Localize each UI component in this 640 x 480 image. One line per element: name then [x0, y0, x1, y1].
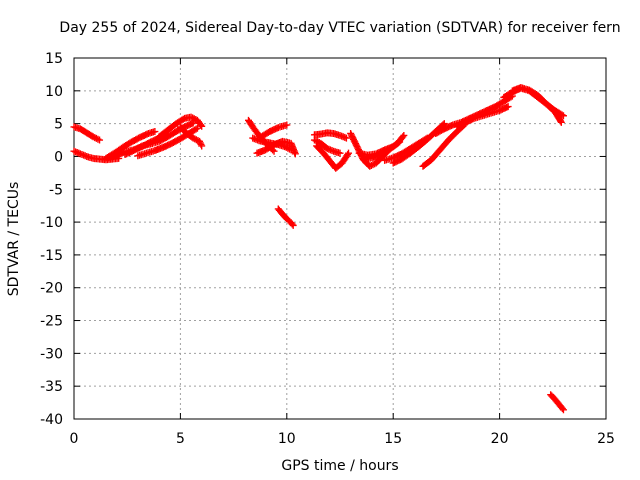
data-point — [151, 128, 159, 136]
plot-frame — [73, 57, 607, 420]
axis-ticks — [73, 57, 607, 420]
data-point — [198, 122, 206, 130]
y-tick-labels: 15 10 5 0 -5 -10 -15 -20 -25 -30 -35 -40 — [40, 51, 63, 428]
series-arc-24 — [453, 103, 512, 131]
series-arc-16 — [310, 136, 344, 157]
y-tick-label: 15 — [45, 51, 63, 67]
x-tick-label: 25 — [597, 431, 615, 447]
x-tick-label: 10 — [278, 431, 296, 447]
data-point — [270, 147, 278, 155]
y-axis-title: SDTVAR / TECUs — [6, 182, 22, 297]
series-arc-13 — [274, 205, 297, 229]
y-tick-label: -5 — [49, 182, 63, 198]
y-tick-label: 0 — [54, 149, 63, 165]
y-tick-label: -30 — [40, 346, 63, 362]
series-arc-14 — [310, 129, 350, 142]
data-point — [344, 151, 352, 159]
data-point — [137, 143, 145, 151]
x-tick-label: 20 — [491, 431, 509, 447]
data-point — [559, 112, 567, 120]
series-arc-26 — [508, 84, 565, 126]
data-point — [557, 117, 565, 125]
series-arc-5 — [121, 119, 197, 158]
series-arc-11 — [253, 137, 299, 158]
data-point — [399, 133, 407, 141]
x-tick-labels: 0 5 10 15 20 25 — [70, 431, 615, 447]
series-arc-7 — [155, 113, 206, 141]
data-point — [197, 121, 205, 129]
y-tick-label: -35 — [40, 379, 63, 395]
data-point — [400, 131, 408, 139]
data-point — [283, 121, 291, 129]
data-point — [96, 136, 104, 144]
data-point — [197, 140, 205, 148]
data-point — [196, 139, 204, 147]
data-point — [198, 142, 206, 150]
y-tick-label: -40 — [40, 412, 63, 428]
y-tick-label: -20 — [40, 281, 63, 297]
chart-title: Day 255 of 2024, Sidereal Day-to-day VTE… — [59, 20, 620, 36]
data-point — [196, 137, 204, 145]
data-point — [289, 221, 297, 229]
data-point — [336, 149, 344, 157]
data-point — [94, 135, 102, 143]
data-point — [192, 125, 200, 133]
data-point — [342, 134, 350, 142]
data-point — [193, 124, 201, 132]
data-point — [557, 118, 565, 126]
y-tick-label: -25 — [40, 314, 63, 330]
series-arc-15 — [313, 142, 353, 172]
x-tick-label: 15 — [384, 431, 402, 447]
grid-lines — [74, 58, 606, 419]
series-arc-8 — [176, 123, 206, 150]
x-tick-label: 5 — [176, 431, 185, 447]
series-arc-27 — [547, 391, 567, 414]
y-tick-label: 10 — [45, 84, 63, 100]
y-tick-label: -15 — [40, 248, 63, 264]
data-point — [504, 103, 512, 111]
series-arc-19 — [359, 131, 408, 164]
data-marks — [70, 84, 567, 414]
data-point — [345, 149, 353, 157]
data-point — [558, 404, 566, 412]
data-point — [291, 150, 299, 158]
data-point — [559, 406, 567, 414]
series-arc-12 — [257, 121, 291, 141]
x-tick-label: 0 — [70, 431, 79, 447]
series-arc-1 — [70, 123, 104, 144]
y-tick-label: -10 — [40, 215, 63, 231]
x-axis-title: GPS time / hours — [281, 458, 398, 474]
y-tick-label: 5 — [54, 117, 63, 133]
data-point — [288, 220, 296, 228]
